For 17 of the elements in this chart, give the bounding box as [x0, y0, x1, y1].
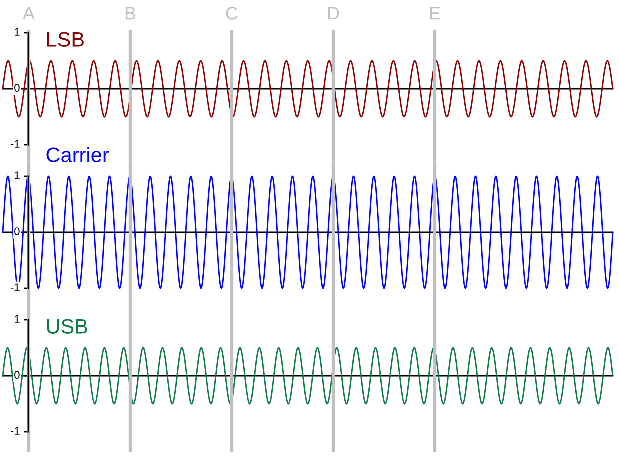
text: E [430, 7, 440, 20]
y-tick-label: 1 [14, 315, 20, 323]
y-tick-label: -1 [10, 427, 20, 435]
series-label: LSB [47, 32, 84, 47]
y-tick-label: 1 [14, 28, 20, 36]
y-tick-label: -1 [10, 140, 20, 148]
series-label: USB [47, 319, 88, 334]
text: D [328, 7, 340, 20]
y-tick-label: 0 [14, 84, 20, 92]
series-label: Carrier [46, 147, 110, 162]
text: C [226, 7, 238, 20]
text: A [23, 7, 35, 20]
y-tick-label: 1 [14, 172, 20, 180]
y-tick-label: 0 [14, 228, 20, 236]
text: B [126, 7, 136, 20]
y-tick-label: 0 [14, 371, 20, 379]
y-tick-label: -1 [10, 284, 20, 292]
